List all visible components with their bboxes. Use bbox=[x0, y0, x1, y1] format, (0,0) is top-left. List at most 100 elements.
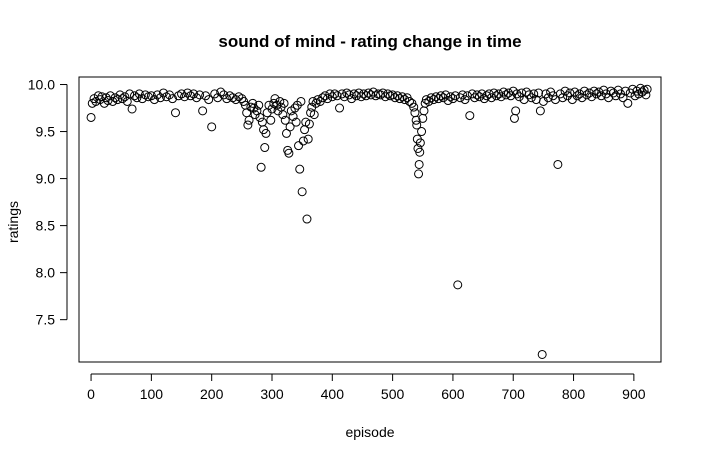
data-point bbox=[436, 91, 446, 101]
data-point bbox=[470, 93, 480, 103]
data-point bbox=[411, 115, 421, 125]
data-point bbox=[105, 91, 115, 101]
data-point bbox=[524, 90, 534, 100]
data-point bbox=[278, 110, 288, 120]
x-axis-label: episode bbox=[345, 424, 394, 440]
data-point bbox=[400, 95, 410, 105]
data-point bbox=[228, 93, 238, 103]
data-point bbox=[487, 93, 497, 103]
data-point bbox=[313, 95, 323, 105]
data-point bbox=[383, 89, 393, 99]
data-point bbox=[297, 187, 307, 197]
y-tick-label: 7.5 bbox=[36, 312, 56, 328]
data-point bbox=[446, 92, 456, 102]
data-point bbox=[101, 93, 111, 103]
x-tick-label: 0 bbox=[87, 386, 95, 402]
data-point bbox=[140, 90, 150, 100]
data-point bbox=[285, 122, 295, 132]
data-point bbox=[318, 93, 328, 103]
data-point bbox=[242, 108, 252, 118]
x-tick-label: 700 bbox=[502, 386, 526, 402]
data-point bbox=[110, 93, 120, 103]
data-point bbox=[335, 103, 345, 113]
data-point bbox=[204, 95, 214, 105]
data-point bbox=[395, 94, 405, 104]
data-point bbox=[511, 106, 521, 116]
data-point bbox=[91, 96, 101, 106]
data-point bbox=[280, 115, 290, 125]
data-point bbox=[174, 91, 184, 101]
x-tick-label: 800 bbox=[562, 386, 586, 402]
data-points bbox=[86, 83, 652, 359]
data-point bbox=[186, 91, 196, 101]
data-point bbox=[86, 112, 96, 122]
data-point bbox=[438, 93, 448, 103]
data-point bbox=[641, 90, 651, 100]
data-point bbox=[441, 90, 451, 100]
data-point bbox=[361, 91, 371, 101]
data-point bbox=[534, 88, 544, 98]
x-tick-label: 500 bbox=[381, 386, 405, 402]
chart-title: sound of mind - rating change in time bbox=[218, 32, 521, 51]
data-point bbox=[302, 214, 312, 224]
data-point bbox=[257, 117, 267, 127]
data-point bbox=[535, 106, 545, 116]
data-point bbox=[155, 93, 165, 103]
data-point bbox=[558, 93, 568, 103]
data-point bbox=[120, 92, 130, 102]
data-point bbox=[582, 90, 592, 100]
data-point bbox=[577, 93, 587, 103]
data-point bbox=[300, 125, 310, 135]
data-point bbox=[479, 94, 489, 104]
data-point bbox=[474, 92, 484, 102]
data-point bbox=[426, 93, 436, 103]
data-point bbox=[591, 89, 601, 99]
data-point bbox=[322, 94, 332, 104]
data-point bbox=[309, 110, 319, 120]
data-point bbox=[167, 94, 177, 104]
data-point bbox=[376, 90, 386, 100]
data-point bbox=[234, 92, 244, 102]
y-axis: 7.5 8.0 8.5 9.0 9.5 10.0 bbox=[28, 77, 68, 328]
data-point bbox=[161, 92, 171, 102]
data-point bbox=[288, 112, 298, 122]
data-point bbox=[330, 89, 340, 99]
plot-frame bbox=[78, 76, 662, 363]
data-point bbox=[170, 108, 180, 118]
data-point bbox=[512, 89, 522, 99]
y-tick-label: 9.0 bbox=[36, 171, 56, 187]
data-point bbox=[421, 95, 431, 105]
data-point bbox=[342, 88, 352, 98]
data-point bbox=[560, 86, 570, 96]
x-tick-label: 900 bbox=[622, 386, 646, 402]
y-tick-label: 8.5 bbox=[36, 218, 56, 234]
data-point bbox=[553, 159, 563, 169]
data-point bbox=[198, 106, 208, 116]
data-point bbox=[489, 88, 499, 98]
data-point bbox=[125, 89, 135, 99]
data-point bbox=[414, 169, 424, 179]
data-point bbox=[465, 111, 475, 121]
data-point bbox=[122, 96, 132, 106]
data-point bbox=[409, 102, 419, 112]
data-point bbox=[332, 91, 342, 101]
data-point bbox=[294, 141, 304, 151]
data-point bbox=[410, 108, 420, 118]
data-point bbox=[275, 96, 285, 106]
data-point bbox=[496, 92, 506, 102]
data-point bbox=[222, 94, 232, 104]
data-point bbox=[320, 91, 330, 101]
data-point bbox=[249, 103, 259, 113]
data-point bbox=[642, 84, 652, 94]
data-point bbox=[117, 94, 127, 104]
x-tick-label: 200 bbox=[200, 386, 224, 402]
data-point bbox=[303, 134, 313, 144]
data-point bbox=[192, 93, 202, 103]
data-point bbox=[417, 127, 427, 137]
data-point bbox=[589, 86, 599, 96]
data-point bbox=[392, 91, 402, 101]
data-point bbox=[477, 89, 487, 99]
data-point bbox=[244, 115, 254, 125]
data-point bbox=[587, 92, 597, 102]
